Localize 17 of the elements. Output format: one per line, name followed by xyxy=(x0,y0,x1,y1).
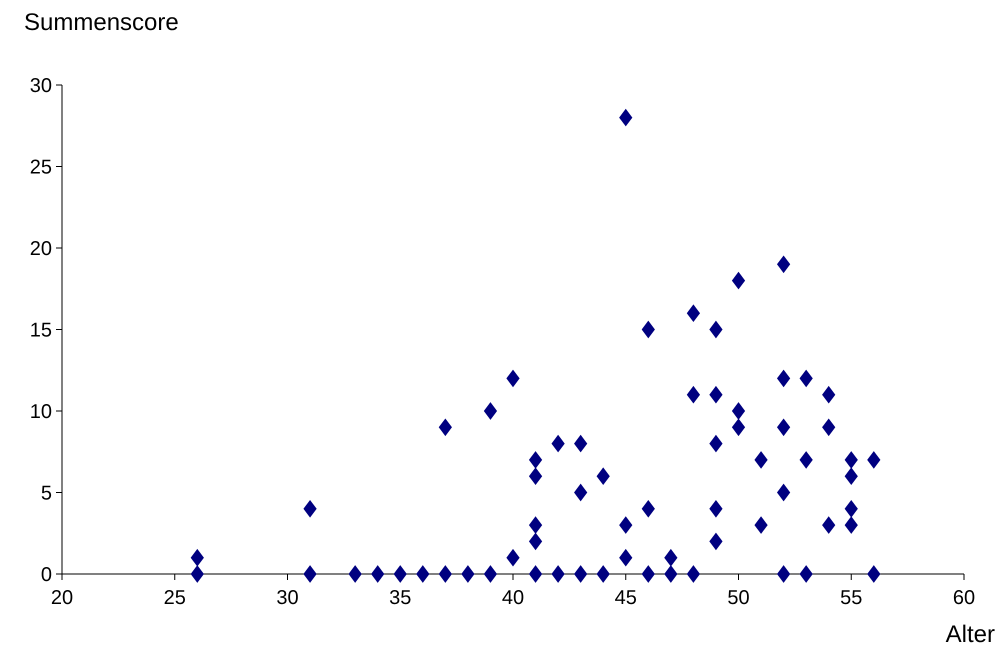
x-tick-label: 50 xyxy=(727,587,750,609)
x-tick-label: 45 xyxy=(614,587,637,609)
x-tick-label: 25 xyxy=(164,587,186,609)
y-tick-label: 0 xyxy=(40,564,52,586)
x-axis-title: Alter xyxy=(946,621,995,648)
x-tick-label: 60 xyxy=(952,587,976,609)
x-tick-label: 40 xyxy=(502,587,524,609)
y-tick-label: 15 xyxy=(30,320,52,342)
x-tick-label: 35 xyxy=(389,587,412,609)
y-tick-label: 25 xyxy=(30,156,52,178)
y-tick-label: 10 xyxy=(30,401,52,423)
x-tick-label: 55 xyxy=(840,587,862,609)
x-tick-label: 30 xyxy=(276,587,299,609)
y-tick-label: 20 xyxy=(30,238,52,260)
y-tick-label: 5 xyxy=(40,482,52,504)
y-axis-title: Summenscore xyxy=(24,9,179,36)
y-tick-label: 30 xyxy=(30,75,52,97)
